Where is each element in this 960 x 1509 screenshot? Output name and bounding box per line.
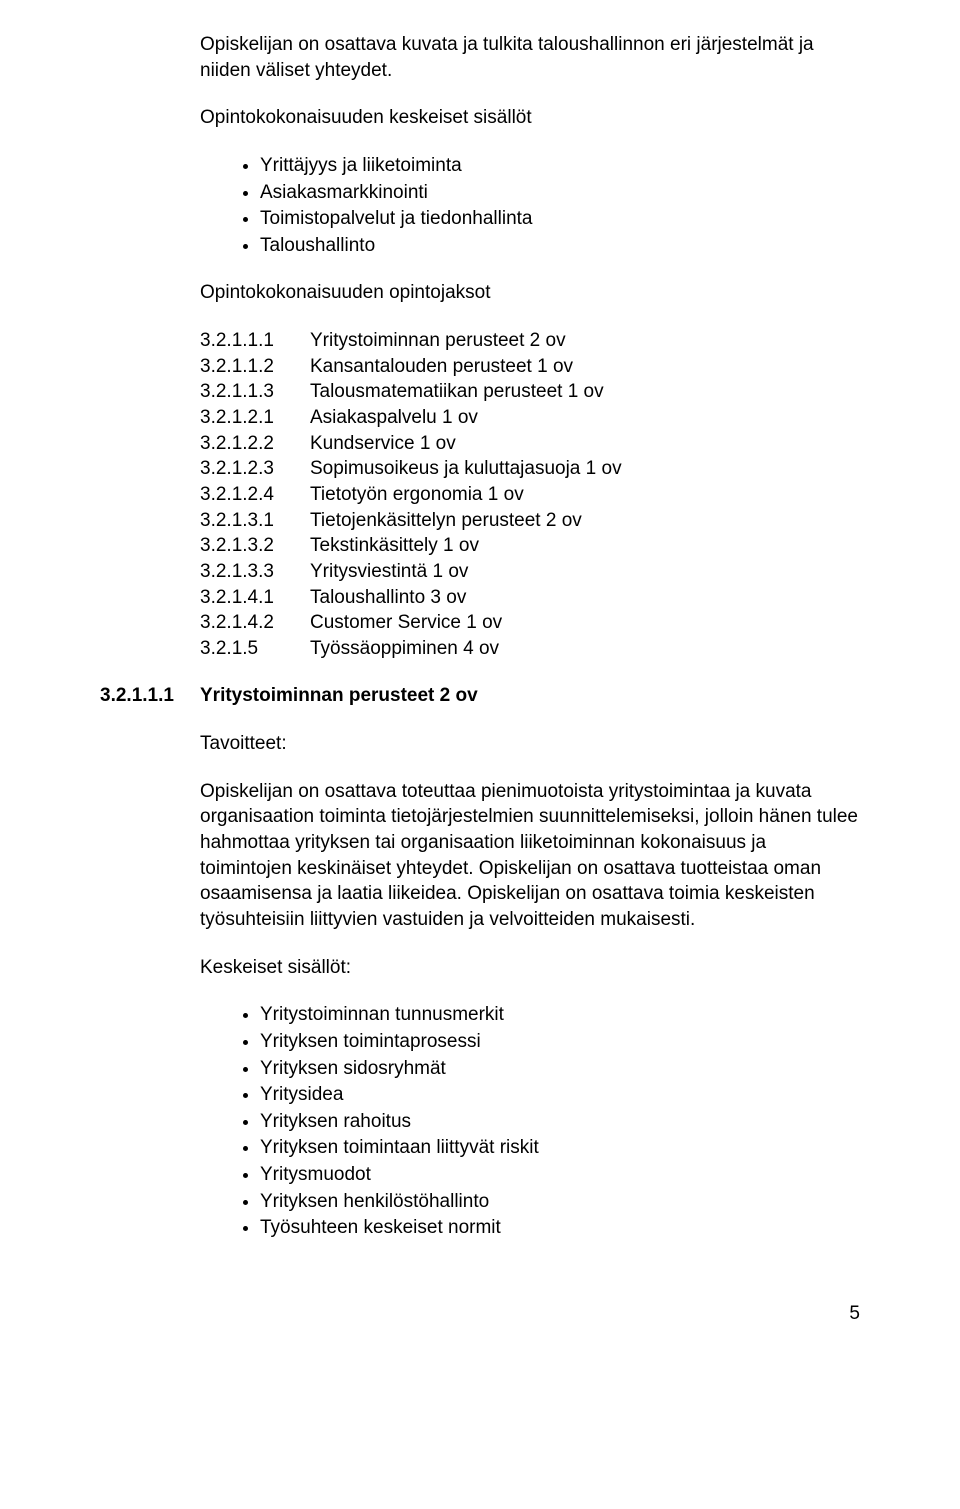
course-desc: Taloushallinto 3 ov <box>310 585 860 611</box>
numbered-heading: 3.2.1.1.1 Yritystoiminnan perusteet 2 ov <box>100 683 860 709</box>
list-item: Yrityksen henkilöstöhallinto <box>260 1189 860 1215</box>
list-item: Taloushallinto <box>260 233 860 259</box>
course-code: 3.2.1.3.1 <box>200 508 310 534</box>
course-code: 3.2.1.1.2 <box>200 354 310 380</box>
course-desc: Yritystoiminnan perusteet 2 ov <box>310 328 860 354</box>
course-row: 3.2.1.1.1Yritystoiminnan perusteet 2 ov <box>200 328 860 354</box>
course-row: 3.2.1.3.1Tietojenkäsittelyn perusteet 2 … <box>200 508 860 534</box>
course-code: 3.2.1.3.2 <box>200 533 310 559</box>
section1-bullet-list: Yrittäjyys ja liiketoiminta Asiakasmarkk… <box>200 153 860 259</box>
course-desc: Sopimusoikeus ja kuluttajasuoja 1 ov <box>310 456 860 482</box>
page-content: Opiskelijan on osattava kuvata ja tulkit… <box>0 0 960 1367</box>
course-row: 3.2.1.4.1Taloushallinto 3 ov <box>200 585 860 611</box>
course-desc: Asiakaspalvelu 1 ov <box>310 405 860 431</box>
sisallot-label: Keskeiset sisällöt: <box>200 955 860 981</box>
list-item: Yrittäjyys ja liiketoiminta <box>260 153 860 179</box>
course-code: 3.2.1.4.2 <box>200 610 310 636</box>
list-item: Toimistopalvelut ja tiedonhallinta <box>260 206 860 232</box>
list-item: Yrityksen toimintaan liittyvät riskit <box>260 1135 860 1161</box>
course-code: 3.2.1.2.1 <box>200 405 310 431</box>
section2-heading: Opintokokonaisuuden opintojaksot <box>200 280 860 306</box>
list-item: Yritysmuodot <box>260 1162 860 1188</box>
course-code: 3.2.1.2.4 <box>200 482 310 508</box>
course-row: 3.2.1.3.3Yritysviestintä 1 ov <box>200 559 860 585</box>
course-code: 3.2.1.1.1 <box>200 328 310 354</box>
course-row: 3.2.1.2.4Tietotyön ergonomia 1 ov <box>200 482 860 508</box>
course-code: 3.2.1.2.2 <box>200 431 310 457</box>
course-row: 3.2.1.1.2Kansantalouden perusteet 1 ov <box>200 354 860 380</box>
section1-heading: Opintokokonaisuuden keskeiset sisällöt <box>200 105 860 131</box>
list-item: Yritystoiminnan tunnusmerkit <box>260 1002 860 1028</box>
course-row: 3.2.1.4.2Customer Service 1 ov <box>200 610 860 636</box>
course-desc: Kundservice 1 ov <box>310 431 860 457</box>
heading-text: Yritystoiminnan perusteet 2 ov <box>200 683 860 709</box>
list-item: Yrityksen toimintaprosessi <box>260 1029 860 1055</box>
course-desc: Talousmatematiikan perusteet 1 ov <box>310 379 860 405</box>
course-desc: Työssäoppiminen 4 ov <box>310 636 860 662</box>
tavoitteet-paragraph: Opiskelijan on osattava toteuttaa pienim… <box>200 779 860 933</box>
heading-number: 3.2.1.1.1 <box>100 683 200 709</box>
course-code: 3.2.1.5 <box>200 636 310 662</box>
sisallot-bullet-list: Yritystoiminnan tunnusmerkit Yrityksen t… <box>200 1002 860 1241</box>
course-desc: Tekstinkäsittely 1 ov <box>310 533 860 559</box>
course-code-list: 3.2.1.1.1Yritystoiminnan perusteet 2 ov … <box>200 328 860 661</box>
course-row: 3.2.1.1.3Talousmatematiikan perusteet 1 … <box>200 379 860 405</box>
course-code: 3.2.1.4.1 <box>200 585 310 611</box>
course-desc: Yritysviestintä 1 ov <box>310 559 860 585</box>
course-code: 3.2.1.3.3 <box>200 559 310 585</box>
course-row: 3.2.1.3.2Tekstinkäsittely 1 ov <box>200 533 860 559</box>
list-item: Asiakasmarkkinointi <box>260 180 860 206</box>
course-desc: Tietotyön ergonomia 1 ov <box>310 482 860 508</box>
course-desc: Tietojenkäsittelyn perusteet 2 ov <box>310 508 860 534</box>
course-code: 3.2.1.1.3 <box>200 379 310 405</box>
course-row: 3.2.1.2.2Kundservice 1 ov <box>200 431 860 457</box>
list-item: Yrityksen sidosryhmät <box>260 1056 860 1082</box>
course-row: 3.2.1.2.1Asiakaspalvelu 1 ov <box>200 405 860 431</box>
course-row: 3.2.1.5Työssäoppiminen 4 ov <box>200 636 860 662</box>
page-number: 5 <box>200 1301 860 1327</box>
list-item: Yritysidea <box>260 1082 860 1108</box>
tavoitteet-label: Tavoitteet: <box>200 731 860 757</box>
list-item: Yrityksen rahoitus <box>260 1109 860 1135</box>
course-desc: Customer Service 1 ov <box>310 610 860 636</box>
course-desc: Kansantalouden perusteet 1 ov <box>310 354 860 380</box>
course-row: 3.2.1.2.3Sopimusoikeus ja kuluttajasuoja… <box>200 456 860 482</box>
course-code: 3.2.1.2.3 <box>200 456 310 482</box>
intro-paragraph: Opiskelijan on osattava kuvata ja tulkit… <box>200 32 860 83</box>
list-item: Työsuhteen keskeiset normit <box>260 1215 860 1241</box>
